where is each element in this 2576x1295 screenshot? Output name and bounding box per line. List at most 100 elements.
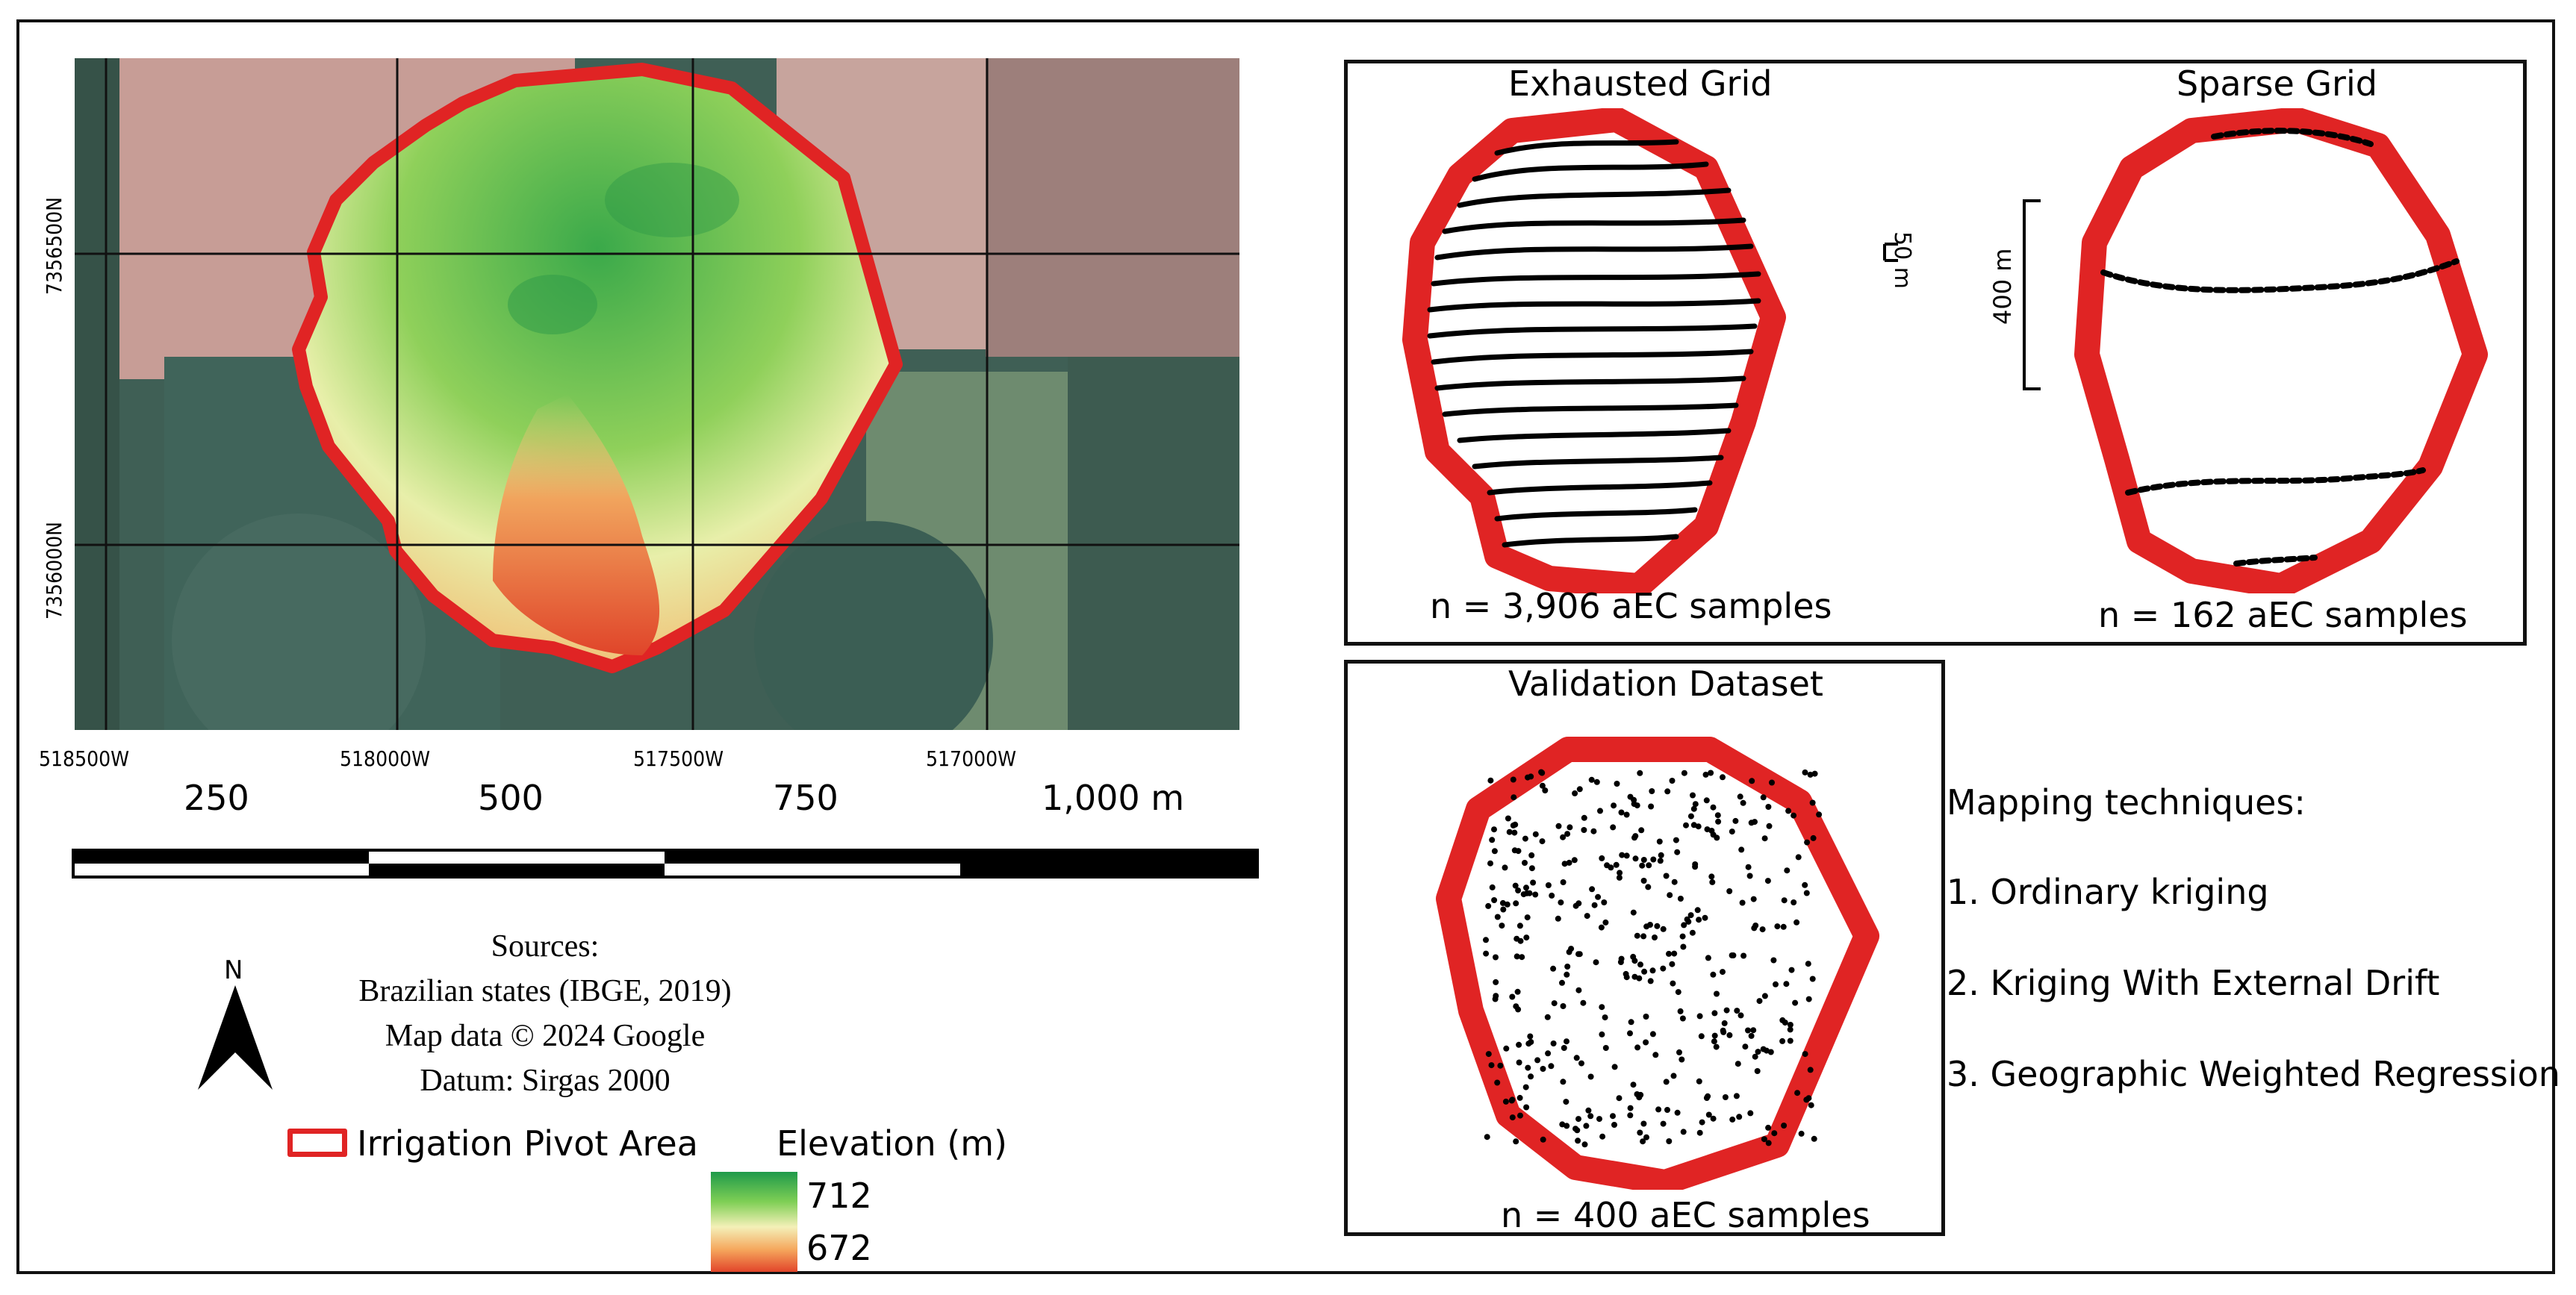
validation-point — [1550, 965, 1557, 972]
validation-point — [1788, 967, 1795, 973]
validation-panel: Validation Dataset n = 400 aEC samples — [1344, 660, 1945, 1236]
sources-line: Brazilian states (IBGE, 2019) — [358, 974, 732, 1008]
validation-point — [1726, 888, 1733, 894]
pivot-elevation-raster[interactable] — [292, 63, 903, 673]
validation-point — [1810, 834, 1817, 841]
validation-point — [1500, 906, 1507, 913]
validation-point — [1587, 1073, 1594, 1080]
validation-point — [1674, 849, 1681, 855]
validation-point — [1602, 919, 1609, 926]
sources-text: Sources: Brazilian states (IBGE, 2019) M… — [314, 924, 777, 1103]
validation-point — [1802, 769, 1808, 776]
validation-point — [1696, 1078, 1702, 1085]
validation-point — [1805, 996, 1812, 1002]
sample-count: n = 400 aEC samples — [1501, 1195, 1870, 1235]
sparse-grid-map[interactable] — [2057, 108, 2490, 593]
validation-point — [1773, 981, 1779, 987]
validation-point — [1602, 1014, 1608, 1021]
validation-point — [1765, 1124, 1772, 1131]
validation-point — [1722, 1094, 1729, 1100]
map-canvas — [75, 58, 1239, 730]
validation-map[interactable] — [1419, 727, 1889, 1190]
validation-point — [1613, 861, 1620, 868]
validation-point — [1596, 1116, 1602, 1123]
validation-point — [1811, 770, 1818, 777]
validation-point — [1781, 1123, 1788, 1129]
validation-point — [1643, 1134, 1649, 1140]
validation-point — [1560, 1079, 1567, 1085]
validation-point — [1729, 1116, 1736, 1123]
validation-point — [1532, 891, 1539, 898]
validation-point — [1623, 970, 1629, 977]
validation-point — [1807, 1067, 1814, 1073]
validation-point — [1698, 1033, 1705, 1040]
validation-point — [1637, 1091, 1644, 1098]
validation-point — [1528, 1039, 1534, 1045]
sources-line: Map data © 2024 Google — [385, 1019, 706, 1053]
validation-point — [1687, 813, 1694, 820]
validation-point — [1611, 802, 1617, 809]
validation-point — [1787, 1026, 1793, 1033]
validation-point — [1689, 929, 1696, 936]
validation-point — [1499, 899, 1506, 906]
validation-point — [1560, 834, 1567, 840]
validation-point — [1513, 953, 1520, 960]
validation-point — [1611, 1064, 1618, 1070]
validation-point — [1638, 827, 1645, 834]
validation-point — [1608, 864, 1614, 871]
scale-50m-label: 50 m — [1889, 231, 1915, 289]
exhausted-grid-map[interactable] — [1393, 108, 1811, 593]
validation-point — [1589, 886, 1596, 893]
validation-point — [1770, 957, 1777, 964]
pivot-legend-label: Irrigation Pivot Area — [357, 1123, 698, 1164]
validation-point — [1483, 950, 1490, 957]
validation-point — [1499, 923, 1505, 929]
scale-bar — [72, 849, 1259, 879]
validation-point — [1745, 864, 1752, 870]
validation-point — [1616, 874, 1623, 881]
validation-point — [1710, 804, 1717, 811]
validation-point — [1555, 823, 1562, 829]
validation-point — [1736, 1114, 1743, 1120]
validation-point — [1513, 1003, 1519, 1010]
validation-point — [1692, 864, 1699, 870]
validation-point — [1798, 1130, 1805, 1137]
validation-point — [1514, 988, 1521, 995]
validation-point — [1709, 879, 1716, 885]
validation-point — [1664, 1107, 1670, 1113]
validation-point — [1774, 923, 1781, 930]
validation-point — [1593, 778, 1600, 785]
validation-point — [1561, 1045, 1567, 1051]
validation-point — [1679, 933, 1686, 940]
validation-point — [1576, 786, 1583, 793]
validation-point — [1646, 862, 1652, 869]
validation-point — [1617, 870, 1623, 876]
validation-point — [1575, 900, 1582, 907]
validation-point — [1489, 884, 1496, 890]
validation-point — [1749, 778, 1755, 784]
scale-label: 750 — [773, 778, 839, 818]
scale-400m-label: 400 m — [1988, 248, 2017, 325]
validation-point — [1551, 1000, 1558, 1007]
validation-point — [1614, 781, 1620, 787]
validation-point — [1669, 961, 1676, 967]
validation-point — [1542, 787, 1549, 793]
validation-point — [1703, 797, 1710, 804]
validation-point — [1616, 1095, 1623, 1102]
validation-point — [1737, 793, 1743, 800]
validation-point — [1723, 1007, 1730, 1014]
validation-point — [1599, 1133, 1606, 1140]
validation-point — [1650, 856, 1657, 863]
validation-point — [1690, 822, 1697, 829]
validation-point — [1487, 860, 1493, 867]
validation-point — [1809, 799, 1816, 806]
pivot-circle-left — [172, 514, 426, 730]
validation-point — [1503, 1045, 1510, 1052]
validation-point — [1675, 989, 1681, 996]
validation-point — [1671, 879, 1678, 885]
lat-label: 7356500N — [42, 196, 66, 295]
grid-panel: Exhausted Grid Sparse Grid 50 m n = 3,90… — [1344, 60, 2527, 646]
validation-point — [1711, 1032, 1718, 1039]
satellite-map[interactable] — [75, 58, 1239, 730]
validation-point — [1763, 1047, 1770, 1054]
